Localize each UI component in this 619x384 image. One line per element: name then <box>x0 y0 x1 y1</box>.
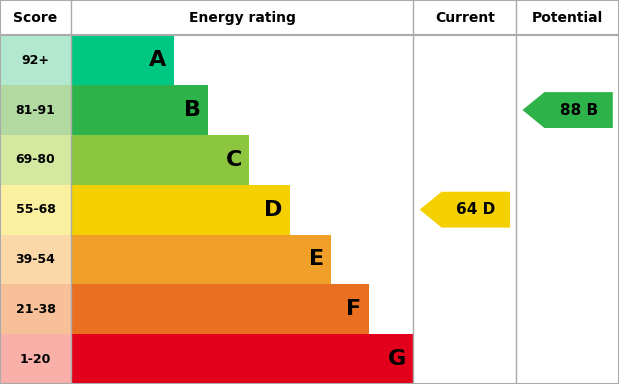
Bar <box>0 235 71 285</box>
Text: 55-68: 55-68 <box>15 203 56 216</box>
Text: Energy rating: Energy rating <box>189 11 296 25</box>
Text: E: E <box>309 250 324 270</box>
Text: 92+: 92+ <box>22 54 50 67</box>
Text: 64 D: 64 D <box>456 202 495 217</box>
Bar <box>0 185 71 235</box>
Text: D: D <box>264 200 283 220</box>
Text: 39-54: 39-54 <box>15 253 56 266</box>
Text: A: A <box>149 50 167 70</box>
Polygon shape <box>522 92 613 128</box>
Text: 88 B: 88 B <box>560 103 598 118</box>
Text: Potential: Potential <box>532 11 604 25</box>
Bar <box>0 334 71 384</box>
Bar <box>71 35 174 85</box>
Bar <box>71 285 369 334</box>
Bar <box>71 185 290 235</box>
Text: Current: Current <box>435 11 495 25</box>
Text: 1-20: 1-20 <box>20 353 51 366</box>
Polygon shape <box>420 192 510 228</box>
Bar <box>0 285 71 334</box>
Bar <box>0 35 71 85</box>
Text: Score: Score <box>14 11 58 25</box>
Text: 21-38: 21-38 <box>15 303 56 316</box>
Text: 81-91: 81-91 <box>15 104 56 116</box>
Bar <box>0 135 71 185</box>
Text: G: G <box>388 349 406 369</box>
Text: F: F <box>347 299 361 319</box>
Text: B: B <box>184 100 201 120</box>
Text: C: C <box>225 150 242 170</box>
Bar <box>0 85 71 135</box>
Bar <box>71 334 413 384</box>
Text: 69-80: 69-80 <box>15 153 56 166</box>
Bar <box>71 85 208 135</box>
Bar <box>71 135 249 185</box>
Bar <box>71 235 331 285</box>
